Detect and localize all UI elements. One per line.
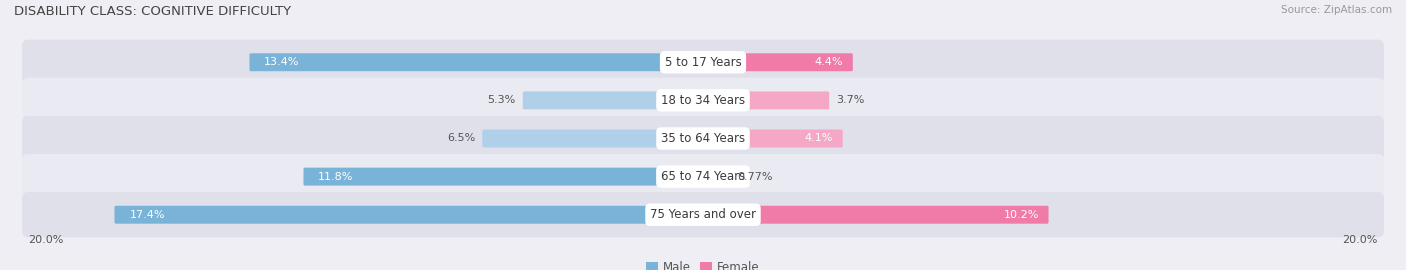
Legend: Male, Female: Male, Female (647, 261, 759, 270)
Text: 35 to 64 Years: 35 to 64 Years (661, 132, 745, 145)
Text: 5 to 17 Years: 5 to 17 Years (665, 56, 741, 69)
Text: 17.4%: 17.4% (129, 210, 165, 220)
FancyBboxPatch shape (702, 206, 1049, 224)
Text: 20.0%: 20.0% (1343, 235, 1378, 245)
FancyBboxPatch shape (22, 116, 1384, 161)
FancyBboxPatch shape (114, 206, 704, 224)
Text: 18 to 34 Years: 18 to 34 Years (661, 94, 745, 107)
FancyBboxPatch shape (22, 192, 1384, 237)
Text: 4.4%: 4.4% (814, 57, 844, 67)
FancyBboxPatch shape (22, 40, 1384, 85)
FancyBboxPatch shape (22, 78, 1384, 123)
FancyBboxPatch shape (482, 130, 704, 147)
FancyBboxPatch shape (523, 92, 704, 109)
Text: 11.8%: 11.8% (318, 172, 354, 182)
FancyBboxPatch shape (702, 92, 830, 109)
Text: Source: ZipAtlas.com: Source: ZipAtlas.com (1281, 5, 1392, 15)
Text: 0.77%: 0.77% (737, 172, 773, 182)
Text: 6.5%: 6.5% (447, 133, 475, 143)
Text: 65 to 74 Years: 65 to 74 Years (661, 170, 745, 183)
FancyBboxPatch shape (702, 130, 842, 147)
FancyBboxPatch shape (702, 53, 853, 71)
Text: 5.3%: 5.3% (488, 95, 516, 105)
Text: DISABILITY CLASS: COGNITIVE DIFFICULTY: DISABILITY CLASS: COGNITIVE DIFFICULTY (14, 5, 291, 18)
FancyBboxPatch shape (249, 53, 704, 71)
Text: 10.2%: 10.2% (1004, 210, 1039, 220)
Text: 3.7%: 3.7% (837, 95, 865, 105)
Text: 4.1%: 4.1% (804, 133, 832, 143)
FancyBboxPatch shape (22, 154, 1384, 199)
FancyBboxPatch shape (702, 168, 730, 185)
FancyBboxPatch shape (304, 168, 704, 185)
Text: 13.4%: 13.4% (264, 57, 299, 67)
Text: 75 Years and over: 75 Years and over (650, 208, 756, 221)
Text: 20.0%: 20.0% (28, 235, 63, 245)
